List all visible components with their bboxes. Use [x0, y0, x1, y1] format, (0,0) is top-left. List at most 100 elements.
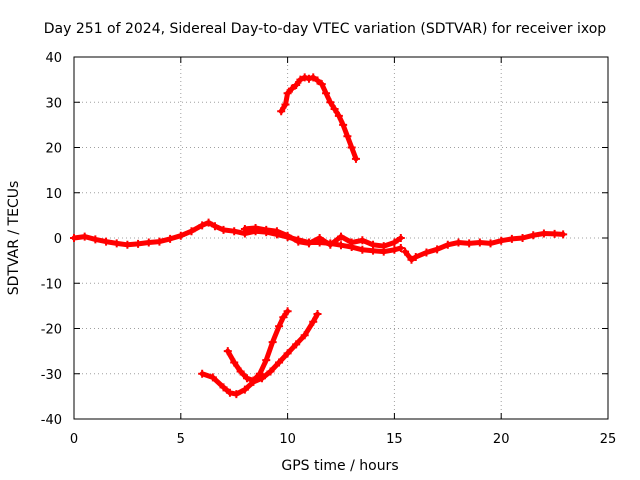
- data-point: [529, 231, 538, 240]
- data-point: [300, 73, 309, 82]
- data-point: [123, 240, 132, 249]
- series-baseline-c: [401, 229, 568, 264]
- series-baseline-b: [240, 224, 405, 251]
- data-point: [187, 227, 196, 236]
- data-point: [309, 73, 318, 82]
- data-point: [251, 224, 260, 233]
- data-point: [134, 239, 143, 248]
- data-point: [313, 310, 322, 319]
- data-point: [475, 238, 484, 247]
- data-point: [396, 234, 405, 242]
- data-point: [422, 248, 431, 257]
- series-upper-arc: [277, 73, 360, 163]
- y-tick-label: -30: [41, 368, 62, 383]
- data-point: [223, 347, 232, 356]
- y-tick-label: -40: [41, 413, 62, 428]
- data-point: [249, 376, 258, 385]
- data-point: [272, 227, 281, 236]
- series-lower-arc-a: [198, 310, 322, 399]
- data-point: [317, 80, 326, 89]
- data-point: [358, 236, 367, 245]
- data-point: [275, 322, 284, 331]
- data-point: [347, 143, 356, 152]
- data-point: [313, 76, 322, 85]
- data-point: [390, 245, 399, 254]
- data-point: [243, 374, 252, 383]
- y-tick-label: 20: [45, 142, 62, 157]
- series-line: [242, 225, 404, 249]
- y-tick-label: 40: [45, 51, 62, 66]
- data-point: [396, 243, 405, 252]
- data-point: [80, 232, 89, 241]
- data-point: [309, 317, 318, 326]
- data-point: [433, 245, 442, 254]
- data-point: [294, 237, 303, 246]
- data-point: [70, 234, 78, 242]
- x-tick-label: 15: [386, 432, 403, 447]
- axis-ticks: 0 5 10 15 20 25 -40 -30 -20 -10 0 10 20 30 40: [41, 51, 617, 447]
- data-point: [155, 237, 164, 246]
- x-tick-label: 0: [70, 432, 78, 447]
- data-point: [240, 224, 249, 233]
- data-point: [443, 240, 452, 249]
- data-point: [279, 313, 288, 322]
- series-baseline-a: [70, 218, 405, 256]
- x-tick-label: 5: [177, 432, 185, 447]
- data-point: [266, 367, 275, 376]
- data-point: [550, 229, 559, 238]
- data-point: [292, 340, 301, 349]
- data-point: [315, 234, 324, 242]
- series-line: [225, 308, 291, 383]
- data-point: [283, 349, 292, 358]
- y-tick-label: 0: [54, 232, 62, 247]
- data-point: [296, 75, 305, 84]
- data-point: [411, 253, 420, 262]
- data-point: [347, 238, 356, 247]
- data-point: [219, 225, 228, 234]
- data-point: [407, 255, 416, 264]
- data-point: [379, 242, 388, 251]
- x-axis-label: GPS time / hours: [281, 458, 398, 474]
- data-point: [102, 237, 111, 246]
- data-point: [304, 74, 313, 83]
- data-point: [198, 221, 207, 230]
- series-line: [199, 311, 320, 397]
- data-point: [330, 105, 339, 114]
- data-point: [322, 89, 331, 98]
- data-point: [465, 239, 474, 248]
- data-point: [304, 239, 313, 248]
- data-point: [240, 385, 249, 394]
- data-point: [230, 227, 239, 236]
- data-point: [255, 369, 264, 378]
- data-point: [337, 241, 345, 250]
- y-tick-label: 30: [45, 96, 62, 111]
- data-point: [166, 234, 175, 243]
- data-point: [225, 388, 234, 397]
- data-point: [219, 383, 228, 392]
- data-point: [262, 225, 271, 234]
- data-point: [326, 240, 335, 249]
- data-point: [351, 154, 360, 163]
- data-point: [343, 132, 352, 141]
- y-tick-label: 10: [45, 187, 62, 202]
- data-point: [91, 235, 100, 244]
- data-point: [287, 84, 296, 93]
- data-point: [326, 98, 335, 107]
- y-axis-label: SDTVAR / TECUs: [6, 181, 22, 296]
- data-point: [176, 231, 185, 240]
- data-point: [268, 338, 277, 347]
- data-point: [275, 358, 284, 367]
- data-point: [497, 236, 506, 245]
- x-tick-label: 25: [600, 432, 617, 447]
- y-tick-label: -20: [41, 323, 62, 338]
- data-point: [337, 232, 345, 241]
- data-point: [283, 89, 292, 98]
- data-point: [358, 245, 367, 254]
- data-point: [339, 120, 348, 129]
- data-point: [204, 218, 213, 227]
- data-point: [283, 231, 292, 240]
- data-point: [300, 331, 309, 340]
- data-point: [208, 373, 217, 382]
- data-point: [277, 107, 286, 116]
- data-point: [210, 222, 219, 231]
